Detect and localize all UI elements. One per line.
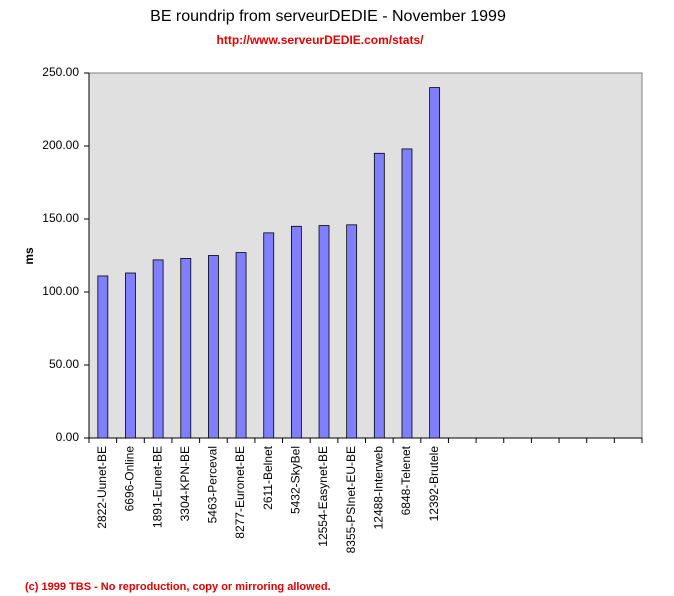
bar [373, 152, 385, 439]
y-tick-label: 150.00 [42, 211, 79, 225]
y-tick-label: 50.00 [49, 357, 79, 371]
bar [318, 225, 330, 439]
bar [235, 252, 247, 439]
bar [152, 259, 164, 439]
bar [290, 225, 302, 439]
bar [429, 87, 441, 439]
bar [125, 272, 136, 439]
plot-area [88, 72, 643, 439]
x-tick-label: 6848-Telenet [399, 445, 413, 515]
x-tick-label: 12554-Easynet-BE [316, 446, 330, 547]
y-axis-label: ms [22, 247, 36, 265]
x-tick-label: 8355-PSInet-EU-BE [344, 446, 358, 553]
chart-title: BE roundrip from serveurDEDIE - November… [150, 8, 506, 25]
y-tick-label: 200.00 [42, 138, 79, 152]
bar [97, 275, 109, 439]
x-tick-label: 12392-Brutele [427, 446, 441, 522]
x-tick-label: 1891-Eunet-BE [150, 446, 164, 528]
footer: (c) 1999 TBS - No reproduction, copy or … [25, 581, 331, 593]
x-tick-label: 3304-KPN-BE [178, 446, 192, 521]
x-tick-label: 6696-Online [123, 446, 137, 512]
y-tick-label: 250.00 [42, 65, 79, 79]
bar [401, 148, 413, 439]
bar [346, 224, 358, 439]
bar [263, 232, 275, 439]
bar [180, 258, 192, 439]
chart-subtitle: http://www.serveurDEDIE.com/stats/ [217, 33, 425, 47]
x-tick-label: 5463-Perceval [206, 446, 220, 523]
y-tick-label: 0.00 [56, 430, 80, 444]
x-tick-label: 12488-Interweb [371, 446, 385, 530]
x-tick-label: 8277-Euronet-BE [233, 446, 247, 539]
x-tick-label: 2822-Uunet-BE [95, 446, 109, 529]
y-tick-label: 100.00 [42, 284, 79, 298]
x-tick-label: 2611-Belnet [261, 445, 275, 509]
bar [208, 255, 219, 439]
x-tick-label: 5432-SkyBel [289, 446, 303, 514]
